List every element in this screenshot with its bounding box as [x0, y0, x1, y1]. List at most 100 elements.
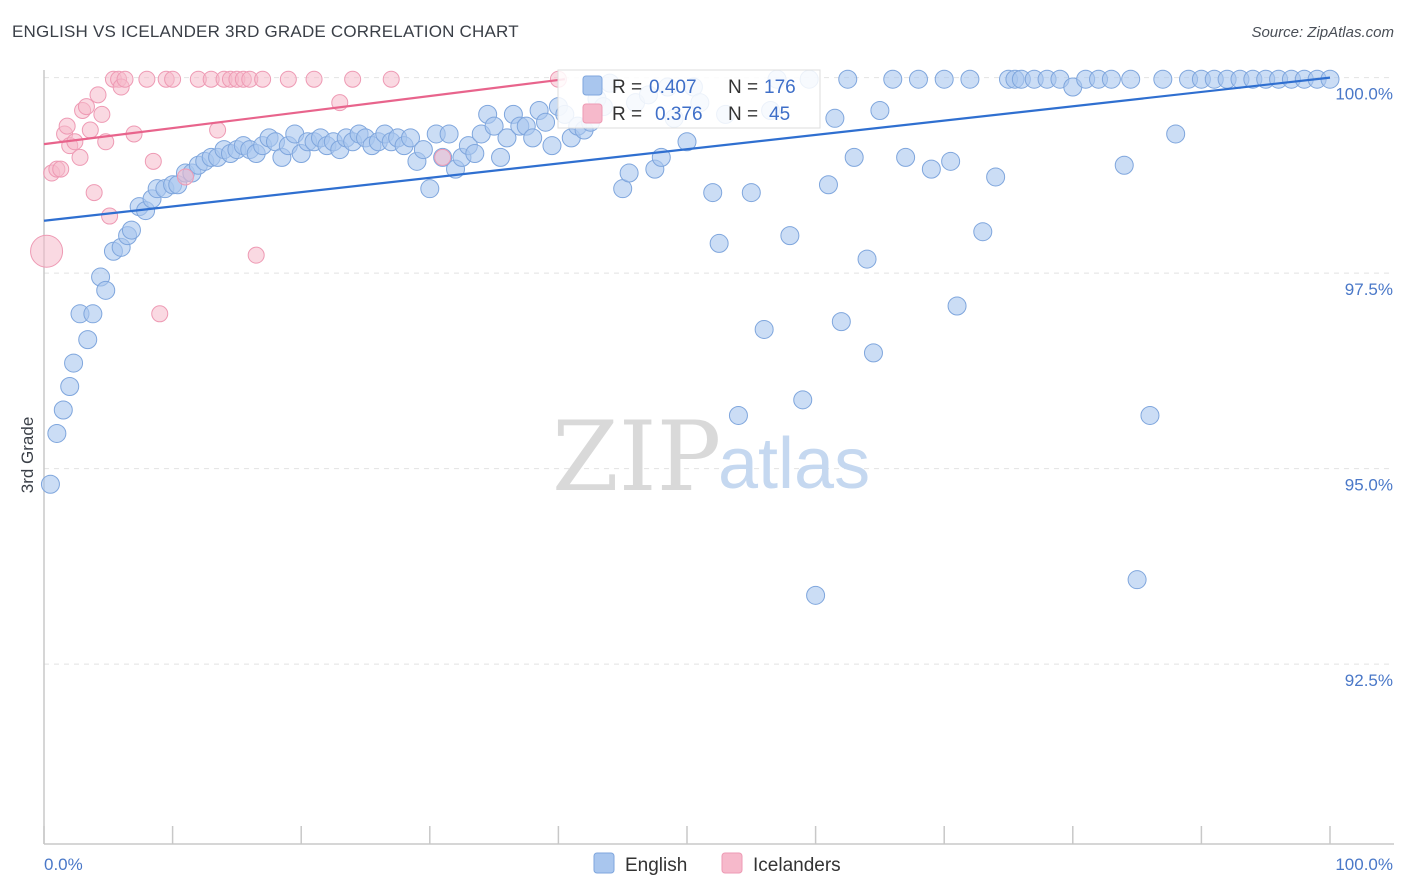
- english-trend-line: [43, 76, 1331, 222]
- icelanders-point: [85, 184, 103, 202]
- trend-lines: [43, 76, 1331, 222]
- english-point: [986, 167, 1006, 187]
- english-point: [677, 132, 697, 152]
- icelanders-point: [344, 70, 362, 88]
- icelanders-point: [89, 86, 107, 104]
- english-point: [1121, 69, 1141, 89]
- english-point: [619, 163, 639, 183]
- english-point: [1166, 124, 1186, 144]
- icelanders-point: [58, 117, 76, 135]
- english-point: [40, 474, 60, 494]
- english-point: [1127, 570, 1147, 590]
- y-tick-label: 100.0%: [1335, 85, 1393, 104]
- english-point: [818, 175, 838, 195]
- english-point: [60, 377, 80, 397]
- english-point: [413, 140, 433, 160]
- english-point: [960, 69, 980, 89]
- y-tick-label: 95.0%: [1345, 476, 1393, 495]
- english-point: [536, 112, 556, 132]
- english-point: [491, 147, 511, 167]
- icelanders-point: [254, 70, 272, 88]
- english-point: [1140, 405, 1160, 425]
- english-point: [1101, 69, 1121, 89]
- english-point: [465, 143, 485, 163]
- english-point: [838, 69, 858, 89]
- english-point: [825, 108, 845, 128]
- english-point: [542, 136, 562, 156]
- watermark-atlas: atlas: [718, 424, 870, 504]
- english-point: [64, 353, 84, 373]
- english-point: [857, 249, 877, 269]
- english-r-label: R =: [612, 77, 642, 98]
- english-point: [754, 319, 774, 339]
- english-points: [40, 69, 1340, 605]
- icelanders-trend-line: [43, 78, 565, 146]
- english-point: [121, 220, 141, 240]
- stats-legend: R = 0.407 N = 176 R = 0.376 N = 45: [557, 69, 821, 129]
- icelanders-swatch: [582, 103, 603, 124]
- legend-icelanders-swatch[interactable]: [721, 852, 743, 874]
- english-point: [806, 585, 826, 605]
- icelanders-point: [144, 152, 162, 170]
- watermark-zip: ZIP: [552, 401, 721, 513]
- icelanders-point: [52, 160, 70, 178]
- icelanders-n-label: N =: [728, 104, 758, 125]
- english-point: [973, 222, 993, 242]
- english-point: [934, 69, 954, 89]
- icelanders-points: [30, 70, 567, 323]
- icelanders-point: [30, 234, 64, 268]
- source-label: Source: ZipAtlas.com: [1251, 24, 1394, 41]
- icelanders-point: [81, 121, 99, 139]
- x-tick-label-min: 0.0%: [44, 855, 83, 874]
- grid-lines: [44, 77, 1394, 665]
- english-point: [1114, 155, 1134, 175]
- english-point: [870, 100, 890, 120]
- english-swatch: [582, 75, 603, 96]
- english-point: [439, 124, 459, 144]
- icelanders-r-label: R =: [612, 104, 642, 125]
- x-tick-label-max: 100.0%: [1335, 855, 1393, 874]
- icelanders-point: [151, 305, 169, 323]
- legend-icelanders-label[interactable]: Icelanders: [753, 855, 841, 876]
- english-point: [523, 128, 543, 148]
- english-point: [497, 128, 517, 148]
- english-point: [484, 116, 504, 136]
- english-point: [78, 330, 98, 350]
- english-point: [96, 280, 116, 300]
- series-legend: English Icelanders: [593, 852, 841, 876]
- english-point: [1153, 69, 1173, 89]
- english-point: [728, 405, 748, 425]
- icelanders-point: [434, 148, 452, 166]
- legend-english-swatch[interactable]: [593, 852, 615, 874]
- icelanders-point: [116, 70, 134, 88]
- english-point: [947, 296, 967, 316]
- watermark: ZIP atlas: [552, 401, 870, 513]
- english-point: [83, 304, 103, 324]
- english-point: [883, 69, 903, 89]
- english-point: [401, 128, 421, 148]
- icelanders-r-value: 0.376: [655, 104, 703, 125]
- legend-english-label[interactable]: English: [625, 855, 687, 876]
- english-point: [709, 233, 729, 253]
- axes: [43, 70, 1394, 845]
- english-r-value: 0.407: [649, 77, 697, 98]
- english-point: [47, 423, 67, 443]
- icelanders-point: [209, 121, 227, 139]
- y-tick-labels: 92.5% 95.0% 97.5% 100.0%: [1335, 85, 1393, 691]
- english-point: [793, 390, 813, 410]
- chart-title: ENGLISH VS ICELANDER 3RD GRADE CORRELATI…: [12, 22, 519, 41]
- english-n-value: 176: [764, 77, 796, 98]
- english-n-label: N =: [728, 77, 758, 98]
- icelanders-point: [138, 70, 156, 88]
- icelanders-point: [279, 70, 297, 88]
- icelanders-point: [77, 98, 95, 116]
- english-point: [703, 183, 723, 203]
- english-point: [831, 312, 851, 332]
- icelanders-point: [247, 246, 265, 264]
- english-point: [53, 400, 73, 420]
- y-tick-label: 92.5%: [1345, 671, 1393, 690]
- icelanders-point: [382, 70, 400, 88]
- icelanders-point: [305, 70, 323, 88]
- english-point: [844, 147, 864, 167]
